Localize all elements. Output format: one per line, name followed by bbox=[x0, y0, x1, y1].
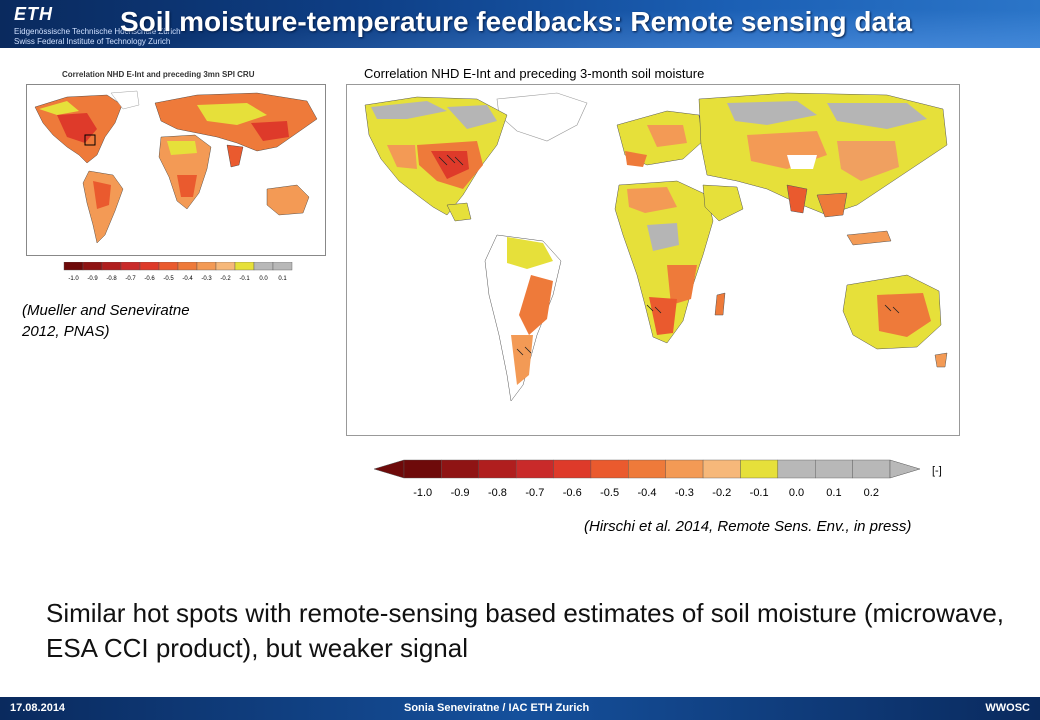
eth-logo-line-1: Eidgenössische Technische Hochschule Zür… bbox=[14, 27, 181, 36]
eth-logo: ETH Eidgenössische Technische Hochschule… bbox=[8, 2, 181, 46]
big-color-legend: -1.0 -0.9 -0.8 -0.7 -0.6 -0.5 -0.4 -0.3 -0.2 -0.1… bbox=[373, 459, 942, 499]
big-legend-swatch bbox=[852, 459, 891, 479]
small-legend-swatch bbox=[158, 262, 179, 271]
big-legend-swatch bbox=[590, 459, 629, 479]
small-legend-tick-label: -0.5 bbox=[163, 276, 174, 282]
big-legend-tick-label: 0.0 bbox=[789, 487, 804, 499]
big-legend-tick-label: -0.1 bbox=[750, 487, 769, 499]
citation-mueller: (Mueller and Seneviratne 2012, PNAS) bbox=[22, 300, 190, 342]
big-legend-swatch bbox=[815, 459, 853, 479]
big-legend-swatch bbox=[441, 459, 479, 479]
small-legend-swatch bbox=[177, 262, 198, 271]
big-legend-tick-label: -0.3 bbox=[675, 487, 694, 499]
big-legend-swatch bbox=[628, 459, 666, 479]
big-legend-tick-label: 0.2 bbox=[864, 487, 879, 499]
big-legend-tick-label: -0.2 bbox=[712, 487, 731, 499]
small-legend-tick-label: -0.2 bbox=[220, 276, 231, 282]
big-legend-tick-label: -0.6 bbox=[563, 487, 582, 499]
small-legend-tick-label: -0.9 bbox=[87, 276, 98, 282]
citation-mueller-line-2: 2012, PNAS) bbox=[22, 323, 110, 340]
small-legend-tick-label: 0.0 bbox=[259, 276, 268, 282]
small-legend-tick-label: -0.1 bbox=[239, 276, 250, 282]
small-legend-swatch bbox=[82, 262, 103, 271]
big-legend-swatch bbox=[515, 459, 554, 479]
big-legend-arrow-left bbox=[373, 459, 405, 479]
legend-unit-label: [-] bbox=[932, 465, 942, 477]
small-legend-tick-label: -0.3 bbox=[201, 276, 212, 282]
slide-body-text: Similar hot spots with remote-sensing ba… bbox=[46, 598, 1005, 663]
eth-logo-mark: ETH bbox=[14, 4, 53, 24]
small-world-map bbox=[26, 84, 326, 256]
small-legend-swatch bbox=[139, 262, 160, 271]
big-legend-tick-label: -0.7 bbox=[525, 487, 544, 499]
small-legend-swatch bbox=[234, 262, 255, 271]
small-figure-caption: Correlation NHD E-Int and preceding 3mn … bbox=[62, 70, 255, 79]
big-legend-tick-label: -0.8 bbox=[488, 487, 507, 499]
big-legend-swatch bbox=[777, 459, 816, 479]
small-color-legend: -1.0 -0.9 -0.8 -0.7 -0.6 -0.5 -0.4 -0.3 -0.2 -0.1… bbox=[63, 262, 293, 282]
big-legend-swatch bbox=[665, 459, 704, 479]
slide-title: Soil moisture-temperature feedbacks: Rem… bbox=[120, 6, 912, 37]
small-legend-swatch bbox=[196, 262, 217, 271]
small-legend-tick-label: -0.8 bbox=[106, 276, 117, 282]
big-legend-swatch bbox=[553, 459, 592, 479]
title-bar: ETH Eidgenössische Technische Hochschule… bbox=[0, 0, 1040, 48]
big-legend-swatch bbox=[702, 459, 741, 479]
big-world-map bbox=[346, 84, 960, 436]
big-legend-arrow-right bbox=[889, 459, 921, 479]
small-legend-swatch bbox=[215, 262, 236, 271]
big-legend-tick-label: -0.4 bbox=[638, 487, 657, 499]
big-world-map-graphic bbox=[364, 92, 948, 402]
big-legend-tick-label: 0.1 bbox=[826, 487, 841, 499]
small-legend-swatch bbox=[101, 262, 122, 271]
small-correlation-figure: Correlation NHD E-Int and preceding 3mn … bbox=[22, 70, 328, 282]
citation-hirschi: (Hirschi et al. 2014, Remote Sens. Env.,… bbox=[584, 518, 912, 535]
title-bar-glow bbox=[0, 0, 1040, 48]
small-legend-swatch bbox=[253, 262, 274, 271]
footer-org: WWOSC bbox=[985, 702, 1030, 714]
eth-logo-line-2: Swiss Federal Institute of Technology Zu… bbox=[14, 37, 171, 46]
big-legend-tick-label: -0.9 bbox=[451, 487, 470, 499]
small-legend-tick-label: 0.1 bbox=[278, 276, 287, 282]
small-legend-swatch bbox=[63, 262, 84, 271]
small-legend-tick-label: -1.0 bbox=[68, 276, 79, 282]
citation-mueller-line-1: (Mueller and Seneviratne bbox=[22, 302, 190, 319]
big-legend-swatch bbox=[403, 459, 442, 479]
footer-date: 17.08.2014 bbox=[10, 702, 66, 714]
small-legend-tick-label: -0.4 bbox=[182, 276, 193, 282]
footer-author: Sonia Seneviratne / IAC ETH Zurich bbox=[404, 702, 590, 714]
footer-bar: 17.08.2014 Sonia Seneviratne / IAC ETH Z… bbox=[0, 697, 1040, 720]
small-world-map-graphic bbox=[34, 90, 318, 244]
big-legend-swatch bbox=[740, 459, 779, 479]
big-figure-caption: Correlation NHD E-Int and preceding 3-mo… bbox=[364, 66, 705, 81]
small-legend-swatch bbox=[120, 262, 141, 271]
small-legend-swatch bbox=[272, 262, 293, 271]
small-legend-tick-label: -0.6 bbox=[144, 276, 155, 282]
big-legend-swatch bbox=[478, 459, 517, 479]
big-legend-tick-label: -0.5 bbox=[600, 487, 619, 499]
small-legend-tick-label: -0.7 bbox=[125, 276, 136, 282]
big-legend-tick-label: -1.0 bbox=[413, 487, 432, 499]
